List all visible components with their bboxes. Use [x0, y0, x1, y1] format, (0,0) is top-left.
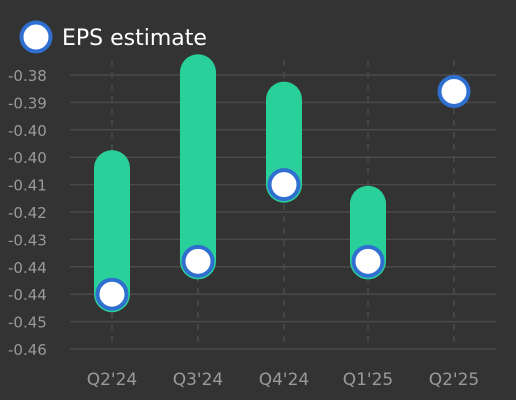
- bar-layer: [94, 54, 386, 313]
- y-tick-label: -0.39: [8, 94, 47, 112]
- y-tick-label: -0.42: [8, 204, 47, 222]
- x-tick-label: Q1'25: [343, 370, 394, 390]
- estimate-point[interactable]: [351, 244, 385, 278]
- x-tick-label: Q2'25: [429, 370, 480, 390]
- estimate-point[interactable]: [95, 277, 129, 311]
- legend-marker: [19, 20, 53, 54]
- estimate-point[interactable]: [181, 244, 215, 278]
- estimate-point[interactable]: [437, 74, 471, 108]
- y-tick-label: -0.46: [8, 341, 47, 359]
- x-tick-label: Q4'24: [259, 370, 310, 390]
- y-tick-label: -0.41: [8, 177, 47, 195]
- range-bar: [94, 150, 130, 313]
- legend[interactable]: EPS estimate: [19, 20, 207, 54]
- y-tick-label: -0.40: [8, 122, 47, 140]
- x-axis-ticks: Q2'24 Q3'24 Q4'24 Q1'25 Q2'25: [87, 370, 480, 390]
- range-bar: [180, 54, 216, 280]
- y-tick-label: -0.43: [8, 231, 47, 249]
- x-tick-label: Q3'24: [173, 370, 224, 390]
- y-tick-label: -0.44: [8, 259, 47, 277]
- estimate-point[interactable]: [267, 168, 301, 202]
- y-tick-label: -0.45: [8, 314, 47, 332]
- y-axis-ticks: -0.38 -0.39 -0.40 -0.40 -0.41 -0.42 -0.43 -0.44…: [8, 67, 47, 359]
- y-tick-label: -0.38: [8, 67, 47, 85]
- legend-label: EPS estimate: [62, 26, 207, 51]
- marker-layer: [95, 74, 471, 311]
- y-tick-label: -0.40: [8, 149, 47, 167]
- y-tick-label: -0.44: [8, 286, 47, 304]
- x-tick-label: Q2'24: [87, 370, 138, 390]
